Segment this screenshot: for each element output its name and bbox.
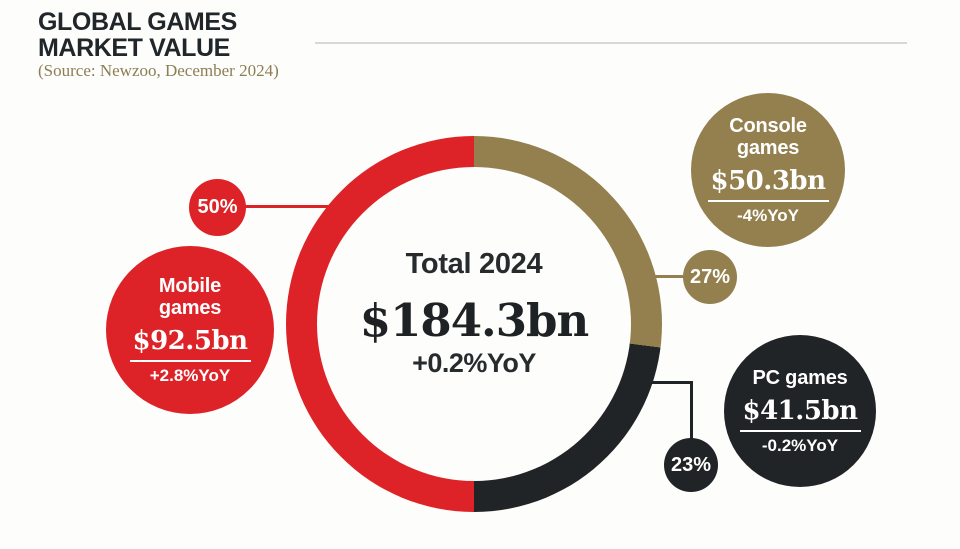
bubble-mobile-label: Mobile games [158,274,222,319]
total-yoy-delta: +0.2%YoY [412,347,536,378]
bubble-mobile-label-line1: Mobile [158,274,222,297]
bubble-console-label-line1: Console [729,114,807,137]
bubble-pc-yoy-delta: -0.2%YoY [761,435,839,455]
bubble-mobile-label-line2: games [158,296,222,319]
connector-line-mobile [244,205,330,208]
bubble-pc-value: $41.5bn [739,396,861,432]
bubble-console-games: Console games $50.3bn -4%YoY [691,93,845,247]
bubble-pc-label-line1: PC games [752,366,848,389]
percent-callout-mobile: 50% [189,179,246,236]
header-divider-line [315,42,907,44]
bubble-mobile-value: $92.5bn [129,326,251,362]
connector-line-pc-vertical [690,381,693,441]
bubble-console-yoy-delta: -4%YoY [736,205,800,225]
page-title-line1: GLOBAL GAMES [38,8,237,36]
total-label: Total 2024 [405,247,543,280]
source-note: (Source: Newzoo, December 2024) [38,61,279,80]
bubble-pc-games: PC games $41.5bn -0.2%YoY [724,335,876,487]
bubble-console-label: Console games [729,115,807,159]
percent-callout-pc: 23% [664,438,718,492]
donut-chart: Total 2024 $184.3bn +0.2%YoY [286,136,662,512]
bubble-console-value: $50.3bn [707,166,829,202]
page-title-line2: MARKET VALUE [38,34,230,62]
bubble-mobile-yoy-delta: +2.8%YoY [149,365,231,385]
bubble-pc-label: PC games [752,367,847,389]
connector-line-pc-horizontal [648,381,693,384]
bubble-console-label-line2: games [736,136,800,159]
percent-callout-console: 27% [683,250,737,304]
total-value: $184.3bn [359,293,589,347]
donut-center: Total 2024 $184.3bn +0.2%YoY [317,167,631,481]
page-title: GLOBAL GAMES MARKET VALUE [38,9,237,61]
bubble-mobile-games: Mobile games $92.5bn +2.8%YoY [106,246,274,414]
connector-line-console [652,275,685,278]
